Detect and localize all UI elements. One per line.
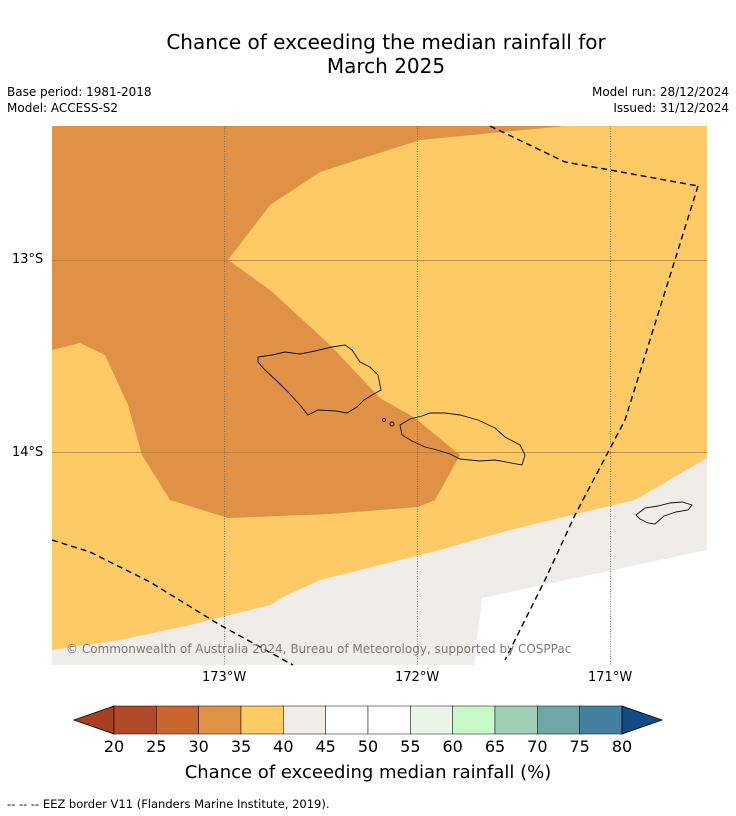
map-title-line2: March 2025 <box>326 54 446 78</box>
colorbar-bin <box>283 705 326 735</box>
map-title-line1: Chance of exceeding the median rainfall … <box>166 30 606 54</box>
fill-30-35 <box>52 126 565 518</box>
fill-50-55 <box>474 550 707 665</box>
islet-2 <box>389 421 395 427</box>
colorbar-tick-label: 35 <box>230 737 252 756</box>
coastlines <box>257 344 693 525</box>
colorbar-bin <box>537 705 580 735</box>
map-title: Chance of exceeding the median rainfall … <box>0 30 736 78</box>
model-run-text: Model run: 28/12/2024 <box>591 85 729 99</box>
colorbar-bin <box>156 705 199 735</box>
lat-label-13s: 13°S <box>12 252 44 267</box>
colorbar-tick-label: 70 <box>527 737 548 756</box>
colorbar-tick-label: 50 <box>357 737 379 756</box>
base-period-text: Base period: 1981-2018 <box>7 85 152 99</box>
colorbar-bin <box>579 705 623 735</box>
lat-label-14s: 14°S <box>12 445 44 460</box>
islet-1 <box>382 418 386 422</box>
copyright-text: © Commonwealth of Australia 2024, Bureau… <box>66 642 572 656</box>
colorbar-bin <box>410 705 453 735</box>
colorbar-bin <box>198 705 242 735</box>
model-name-text: Model: ACCESS-S2 <box>7 101 119 115</box>
colorbar-tick-label: 55 <box>400 737 421 756</box>
colorbar-tick-label: 60 <box>442 737 463 756</box>
colorbar-bin <box>325 705 369 735</box>
lon-label-172w: 172°W <box>395 670 440 685</box>
colorbar-bin <box>494 705 538 735</box>
colorbar-bin <box>113 705 157 735</box>
run-info: Model run: 28/12/2024 Issued: 31/12/2024 <box>592 84 729 116</box>
colorbar-tick-label: 45 <box>315 737 336 756</box>
colorbar-extend-high <box>621 705 664 735</box>
colorbar-tick-label: 25 <box>146 737 167 756</box>
colorbar-tick-label: 40 <box>273 737 294 756</box>
island-upolu <box>399 412 526 466</box>
colorbar-tick-label: 75 <box>569 737 590 756</box>
colorbar-bin <box>367 705 411 735</box>
map-layers <box>52 126 707 665</box>
colorbar-tick-label: 80 <box>611 737 633 756</box>
eez-border <box>51 125 699 666</box>
colorbar-bin <box>452 705 496 735</box>
latitude-lines <box>52 260 707 453</box>
colorbar <box>72 705 664 735</box>
colorbar-title: Chance of exceeding median rainfall (%) <box>184 762 552 783</box>
issued-text: Issued: 31/12/2024 <box>613 101 729 115</box>
model-info: Base period: 1981-2018 Model: ACCESS-S2 <box>7 84 152 116</box>
colorbar-tick-label: 65 <box>484 737 506 756</box>
colorbar-bin <box>240 705 284 735</box>
colorbar-tick-label: 20 <box>103 737 125 756</box>
colorbar-tick-label: 30 <box>188 737 209 756</box>
island-savaii <box>257 344 382 416</box>
lon-label-173w: 173°W <box>202 670 247 685</box>
colorbar-extend-low <box>72 705 115 735</box>
eez-footnote: -- -- -- EEZ border V11 (Flanders Marine… <box>7 797 330 811</box>
lon-label-171w: 171°W <box>588 670 633 685</box>
island-tutuila <box>635 501 693 525</box>
